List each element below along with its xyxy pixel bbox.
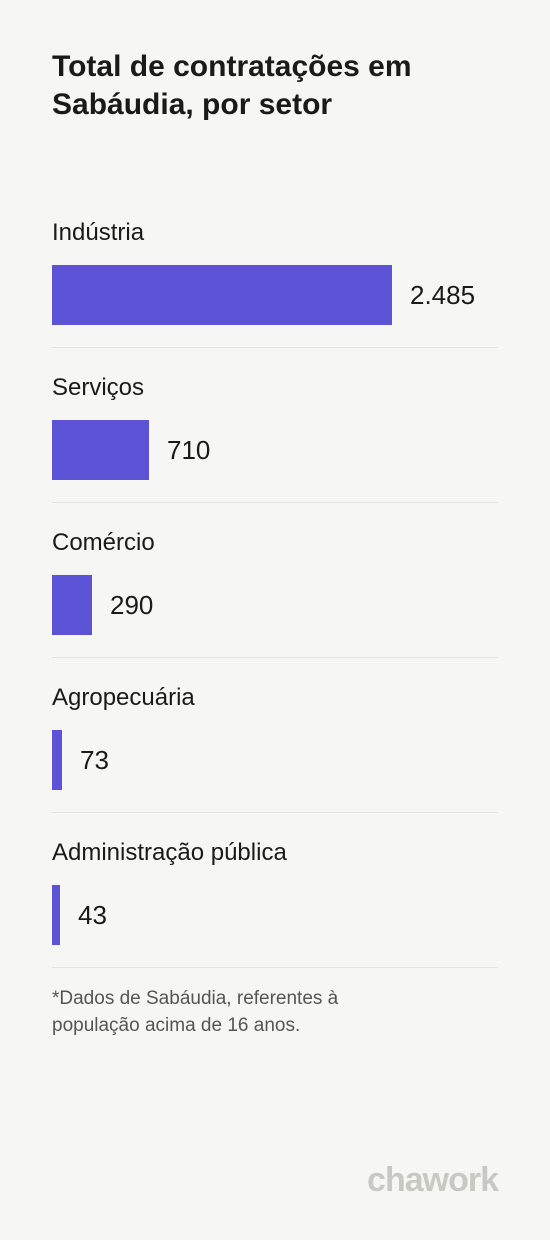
bar-line: 710 — [52, 420, 498, 480]
bar-value: 2.485 — [410, 280, 475, 311]
row-label: Administração pública — [52, 839, 498, 867]
bar-line: 290 — [52, 575, 498, 635]
bar-value: 73 — [80, 745, 109, 776]
bar — [52, 730, 62, 790]
bar-track — [52, 885, 60, 945]
bar-track — [52, 575, 92, 635]
chart-row: Serviços 710 — [52, 374, 498, 503]
bar — [52, 265, 392, 325]
bar-line: 73 — [52, 730, 498, 790]
row-label: Indústria — [52, 219, 498, 247]
row-label: Agropecuária — [52, 684, 498, 712]
chart-title: Total de contratações em Sabáudia, por s… — [52, 48, 498, 123]
bar-track — [52, 420, 149, 480]
bar — [52, 885, 60, 945]
row-label: Serviços — [52, 374, 498, 402]
bar-line: 2.485 — [52, 265, 498, 325]
row-label: Comércio — [52, 529, 498, 557]
bar-line: 43 — [52, 885, 498, 945]
bar — [52, 575, 92, 635]
chart-row: Agropecuária 73 — [52, 684, 498, 813]
brand-logo: chawork — [367, 1161, 498, 1200]
infographic-card: Total de contratações em Sabáudia, por s… — [0, 0, 550, 1240]
chart-row: Comércio 290 — [52, 529, 498, 658]
bar-track — [52, 730, 62, 790]
chart-row: Administração pública 43 — [52, 839, 498, 968]
bar-value: 290 — [110, 590, 153, 621]
bar-chart: Indústria 2.485 Serviços 710 Comércio — [52, 219, 498, 968]
bar-value: 43 — [78, 900, 107, 931]
bar-value: 710 — [167, 435, 210, 466]
chart-row: Indústria 2.485 — [52, 219, 498, 348]
bar-track — [52, 265, 392, 325]
bar — [52, 420, 149, 480]
footnote: *Dados de Sabáudia, referentes à populaç… — [52, 986, 392, 1039]
